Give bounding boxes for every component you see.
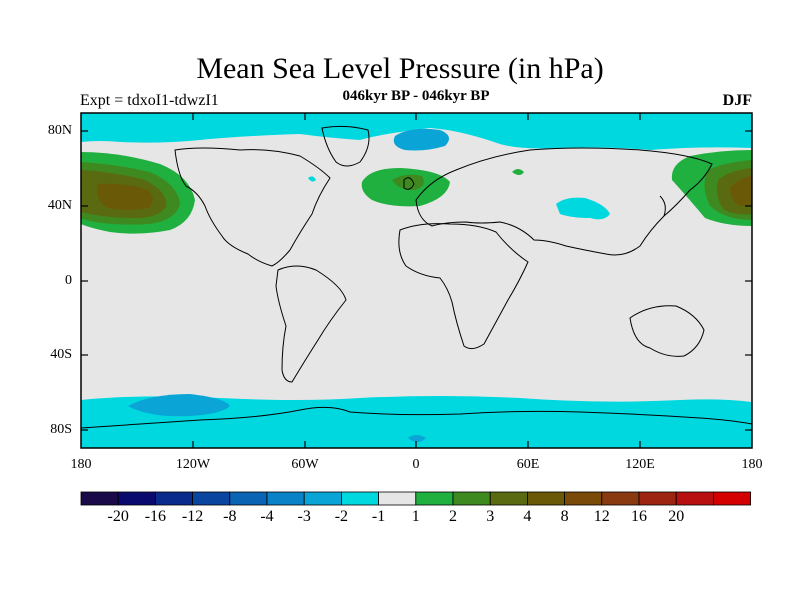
southern-negative-band [81,396,752,448]
colorbar-swatch [378,491,417,506]
colorbar-swatch [675,491,714,506]
colorbar-tick-label: 4 [523,508,532,525]
southern-negative-core [128,394,230,417]
asia-negative-patch [556,197,610,220]
colorbar-tick-label: -12 [181,508,204,525]
europe-asia-coast [415,147,713,256]
japan-coast [659,195,666,217]
colorbar-swatch [266,491,305,506]
pacific-positive-core-west [97,183,153,210]
colorbar-swatch [80,491,119,506]
map-background [81,113,752,448]
south-america-coast [275,265,347,383]
lat-ticks [81,130,752,431]
antarctica-coast [81,406,752,429]
australia-coast [629,305,705,357]
experiment-label: Expt = tdxoI1-tdwzI1 [80,92,219,109]
map-title: Mean Sea Level Pressure (in hPa) [196,52,604,85]
europe-positive-patch [512,169,524,175]
pacific-positive-core-east [730,176,752,206]
lon-label-0: 0 [412,457,420,472]
colorbar-tick-label: 2 [449,508,457,525]
colorbar-swatch [415,491,454,506]
colorbar-swatch [154,491,193,506]
colorbar-tick-label: -1 [371,508,386,525]
colorbar-tick-label: -16 [144,508,167,525]
arctic-negative-band [81,113,752,150]
colorbar-tick-label: -2 [334,508,349,525]
season-label: DJF [722,92,752,109]
uk-coast [403,177,415,190]
pressure-field [81,113,752,448]
colorbar-swatch [527,491,566,506]
colorbar-tick-label: -3 [297,508,311,525]
lon-label-180e: 180 [741,457,763,472]
lat-label-80n: 80N [47,123,72,138]
lon-label-60w: 60W [291,457,319,472]
antarctic-negative-core [408,435,426,442]
canada-negative-patch [308,176,316,182]
lon-label-120w: 120W [175,457,211,472]
greenland-coast [321,125,370,167]
atlantic-positive-core [392,174,424,190]
colorbar-swatch [601,491,640,506]
lon-label-180w: 180 [70,457,92,472]
africa-coast [398,223,529,350]
colorbar-tick-label: 12 [593,508,610,525]
colorbar-swatch [489,491,528,506]
colorbar-swatch [452,491,491,506]
colorbar-swatch [192,491,231,506]
colorbar-swatch [713,491,752,506]
colorbar-swatch [564,491,603,506]
colorbar-swatch [340,491,379,506]
colorbar-tick-label: -8 [223,508,237,525]
colorbar-swatch [229,491,268,506]
colorbar-tick-label: 20 [668,508,685,525]
colorbar-tick-label: 1 [411,508,420,525]
colorbar-swatch [638,491,677,506]
colorbar-tick-label: 3 [486,508,495,525]
lon-label-120e: 120E [625,457,655,472]
lat-label-40s: 40S [50,347,72,362]
lon-label-60e: 60E [516,457,540,472]
colorbar-swatch [303,491,342,506]
colorbar-tick-label: 16 [631,508,647,525]
lat-label-80s: 80S [50,422,72,437]
north-america-coast [174,147,331,267]
coastlines [81,125,752,429]
lon-ticks [192,113,641,448]
colorbar-tick-label: -20 [107,508,129,525]
colorbar-tick-label: 8 [560,508,569,525]
lat-label-0: 0 [65,273,72,288]
lat-label-40n: 40N [47,198,72,213]
colorbar-tick-label: -4 [260,508,274,525]
map-subtitle: 046kyr BP - 046kyr BP [342,88,490,104]
arctic-negative-core [393,128,449,151]
colorbar [80,491,752,506]
colorbar-swatch [117,491,156,506]
